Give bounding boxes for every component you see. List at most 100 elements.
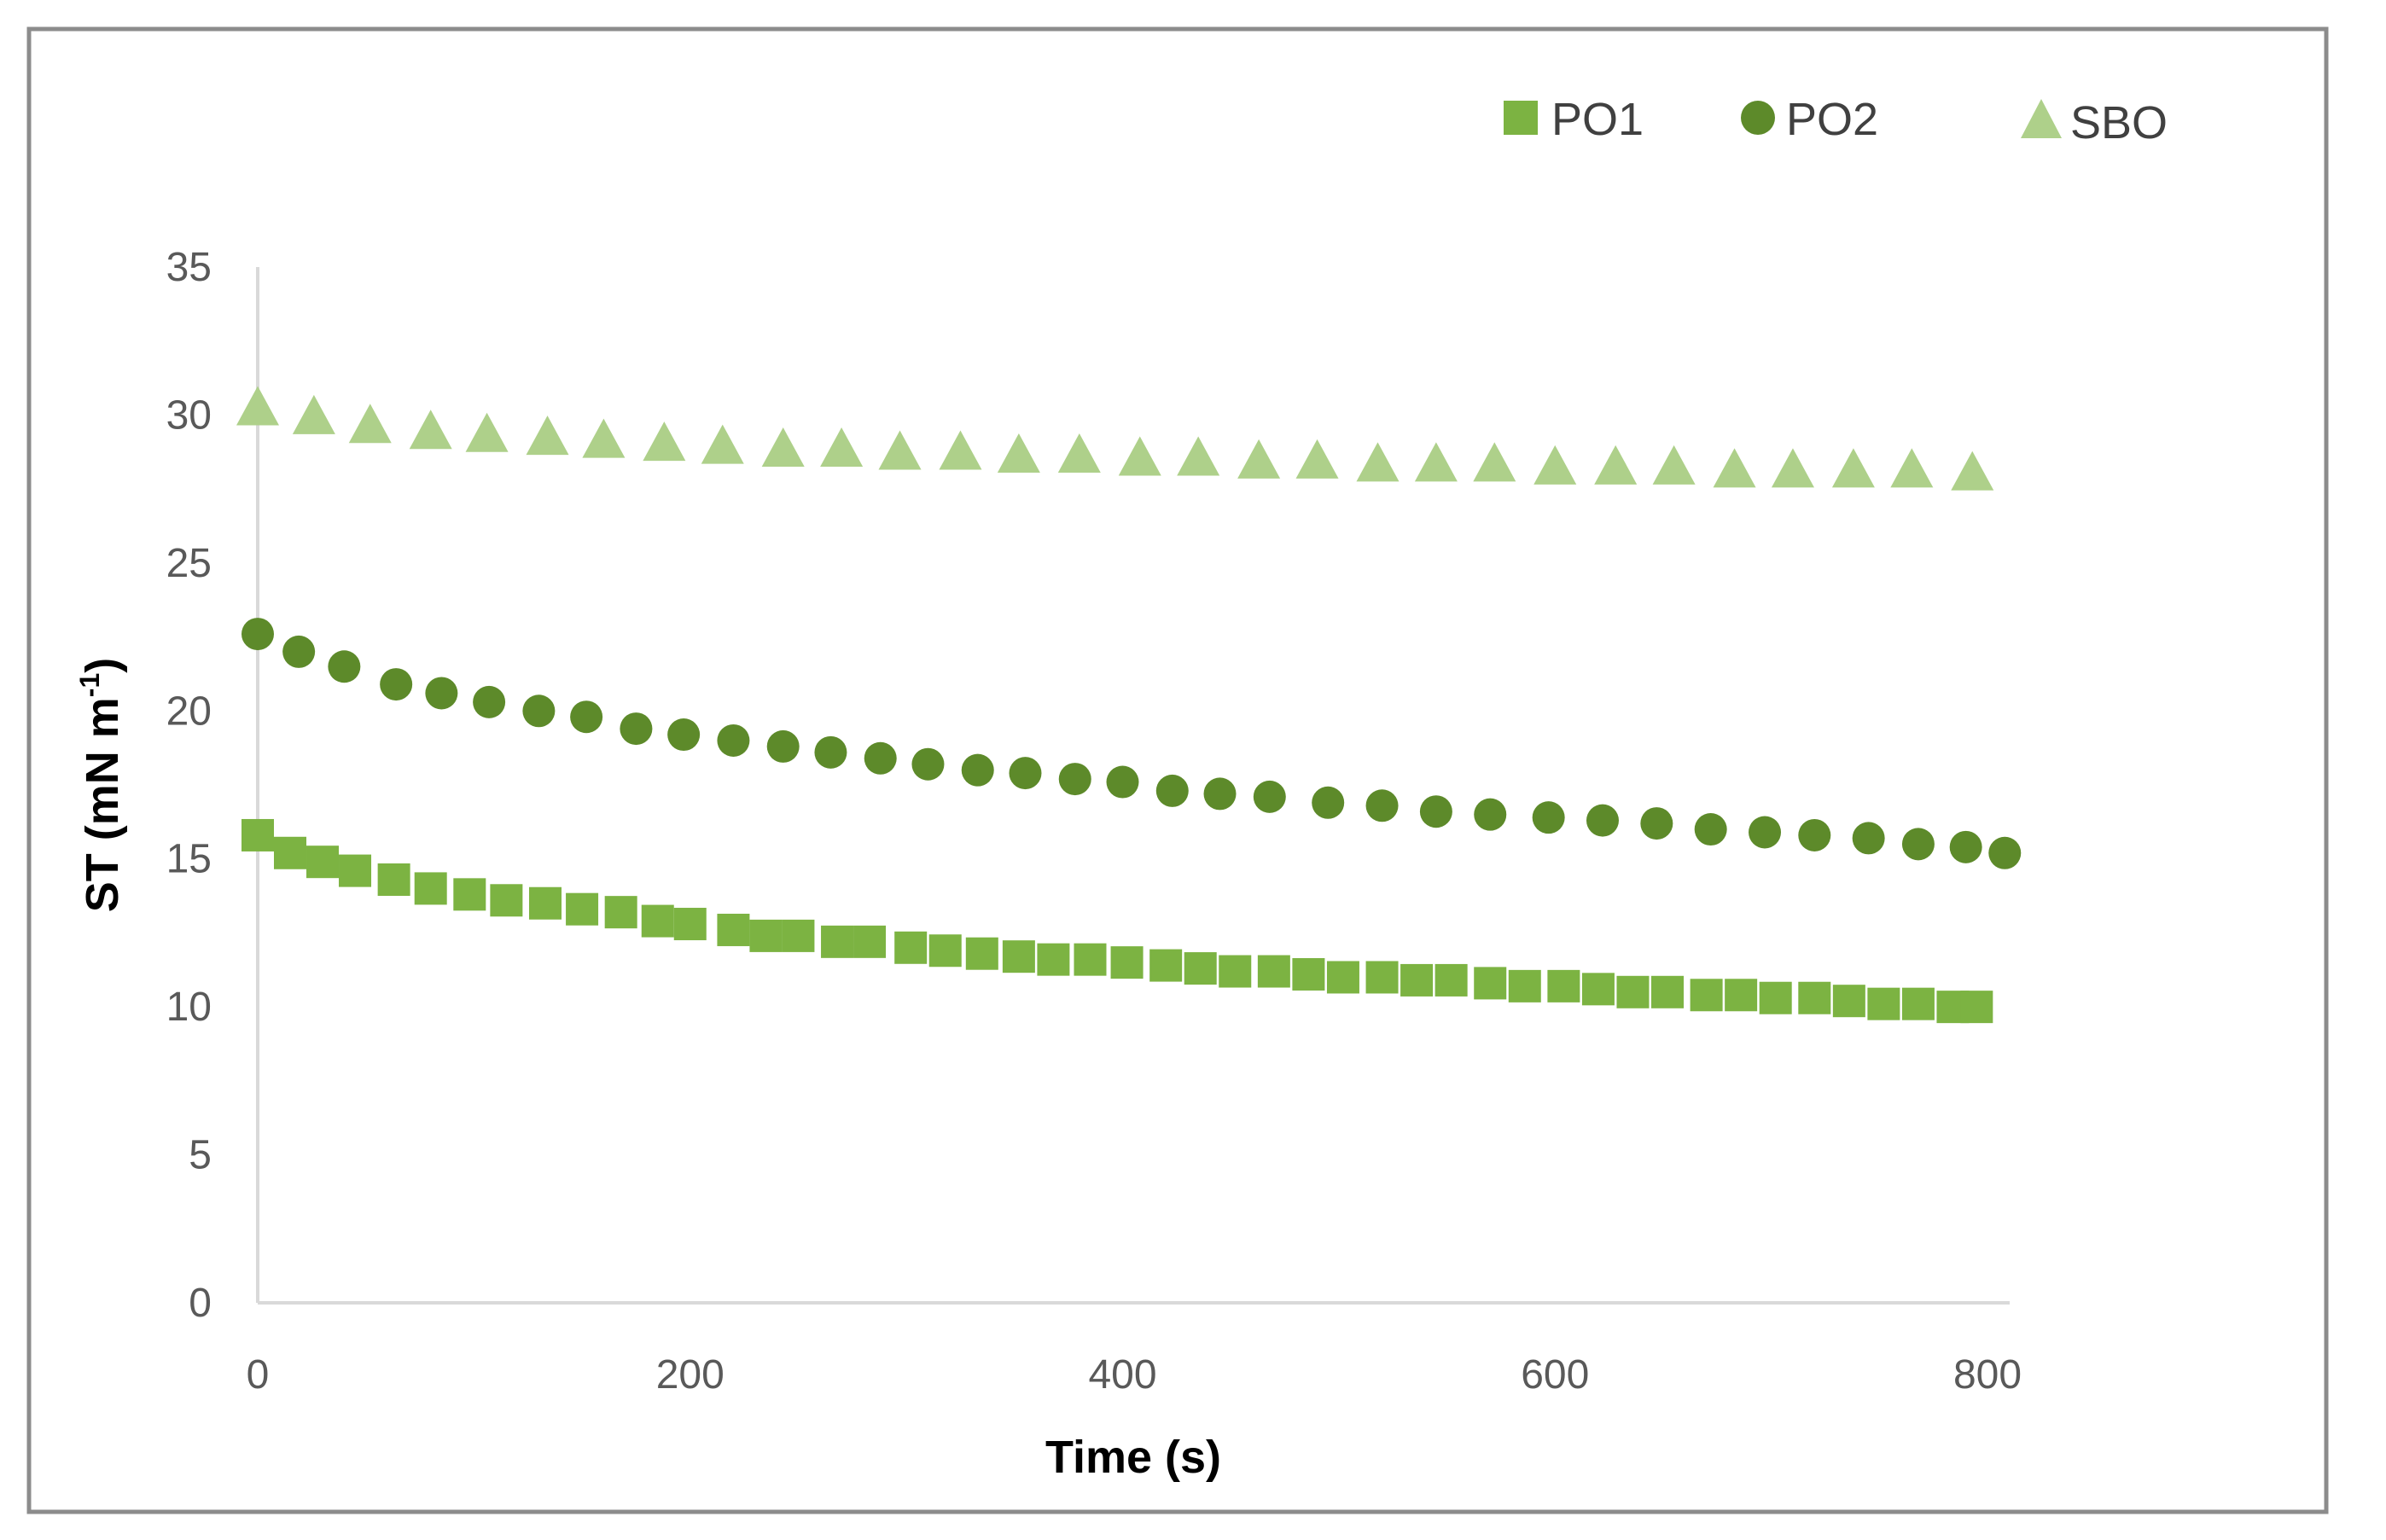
point-po2-12: [814, 735, 847, 769]
legend-item-po1: PO1: [1504, 94, 1644, 145]
point-sbo-5: [526, 416, 569, 456]
point-sbo-13: [997, 433, 1040, 473]
y-tick-label-0: 0: [189, 1281, 212, 1326]
point-po1-43: [1798, 981, 1831, 1014]
point-po1-41: [1725, 979, 1758, 1012]
point-po1-36: [1547, 969, 1580, 1002]
point-po2-5: [473, 685, 506, 718]
point-sbo-23: [1594, 445, 1638, 485]
y-tick-label-15: 15: [166, 837, 212, 882]
legend-item-sbo: SBO: [2021, 97, 2168, 148]
x-tick-label-400: 400: [1088, 1352, 1156, 1398]
legend: PO1 PO2 SBO: [1504, 94, 2168, 148]
point-sbo-9: [761, 427, 805, 468]
point-po1-33: [1435, 963, 1468, 997]
point-sbo-25: [1713, 448, 1756, 488]
point-sbo-6: [582, 418, 626, 458]
point-sbo-7: [643, 421, 686, 462]
point-po2-32: [1852, 822, 1885, 855]
point-po1-46: [1901, 987, 1935, 1020]
point-po1-20: [965, 937, 998, 970]
point-po1-22: [1037, 943, 1070, 976]
point-po2-34: [1949, 830, 1982, 863]
point-po1-18: [894, 931, 928, 964]
point-po1-12: [673, 908, 707, 941]
point-po1-3: [339, 854, 372, 887]
point-po1-6: [453, 878, 486, 911]
legend-label-po1: PO1: [1551, 94, 1644, 145]
y-tick-label-35: 35: [166, 245, 212, 290]
legend-marker-po1: [1504, 101, 1538, 135]
point-po1-40: [1690, 979, 1723, 1012]
point-sbo-21: [1473, 442, 1516, 482]
point-po2-11: [766, 729, 800, 763]
point-po2-0: [242, 618, 274, 651]
point-sbo-10: [820, 427, 864, 468]
point-po1-26: [1184, 952, 1217, 985]
point-po1-14: [749, 919, 783, 952]
point-po1-30: [1326, 961, 1359, 994]
point-po1-29: [1292, 957, 1325, 991]
point-po1-45: [1867, 987, 1900, 1020]
series-po2: [242, 618, 2022, 869]
legend-item-po2: PO2: [1741, 94, 1878, 145]
point-sbo-29: [1951, 450, 1994, 491]
point-po1-8: [528, 886, 562, 920]
point-po1-38: [1616, 975, 1650, 1008]
y-axis-title: ST (mN m-1): [74, 658, 128, 912]
point-po1-7: [490, 884, 523, 917]
point-sbo-11: [878, 430, 922, 470]
point-sbo-28: [1890, 448, 1934, 488]
point-po1-39: [1651, 975, 1685, 1008]
point-sbo-20: [1414, 442, 1458, 482]
point-po2-4: [425, 677, 458, 710]
point-sbo-17: [1237, 439, 1281, 479]
point-po1-21: [1002, 940, 1035, 973]
point-sbo-4: [465, 412, 509, 452]
point-po2-17: [1058, 763, 1091, 796]
point-sbo-15: [1118, 436, 1161, 476]
point-po2-14: [911, 747, 945, 781]
point-po2-13: [864, 741, 897, 775]
point-po1-37: [1581, 973, 1615, 1006]
series-sbo: [236, 386, 1994, 491]
point-po2-16: [1009, 757, 1042, 790]
point-sbo-26: [1771, 448, 1814, 488]
point-po1-19: [928, 934, 962, 968]
chart-border: [26, 26, 2329, 1514]
point-po1-9: [566, 892, 599, 926]
point-po1-48: [1960, 991, 1993, 1024]
point-po1-16: [821, 925, 854, 958]
legend-label-po2: PO2: [1786, 94, 1878, 145]
point-sbo-18: [1295, 439, 1339, 479]
point-sbo-12: [939, 430, 982, 470]
point-po2-20: [1203, 777, 1237, 811]
point-po1-32: [1400, 963, 1434, 997]
x-axis-title: Time (s): [1045, 1432, 1221, 1483]
y-tick-label-25: 25: [166, 541, 212, 586]
point-po2-15: [961, 753, 994, 787]
point-po1-1: [274, 836, 307, 869]
point-sbo-14: [1057, 433, 1101, 473]
point-po1-27: [1219, 955, 1252, 988]
point-po2-9: [667, 718, 701, 752]
y-tick-label-30: 30: [166, 392, 212, 438]
point-sbo-16: [1177, 436, 1220, 476]
point-po2-7: [570, 700, 603, 734]
point-po1-25: [1149, 949, 1183, 982]
y-tick-label-20: 20: [166, 689, 212, 734]
point-po1-15: [782, 919, 815, 952]
point-po1-0: [242, 818, 274, 851]
point-po1-31: [1365, 961, 1399, 994]
point-po1-28: [1257, 955, 1290, 988]
point-sbo-2: [348, 404, 392, 444]
point-po1-17: [853, 925, 887, 958]
point-po1-5: [414, 872, 447, 905]
point-po1-4: [377, 863, 410, 896]
point-po2-24: [1419, 795, 1452, 828]
point-po2-33: [1901, 828, 1935, 861]
point-po2-1: [282, 635, 316, 668]
point-po1-42: [1759, 981, 1792, 1014]
point-po2-3: [380, 668, 413, 701]
